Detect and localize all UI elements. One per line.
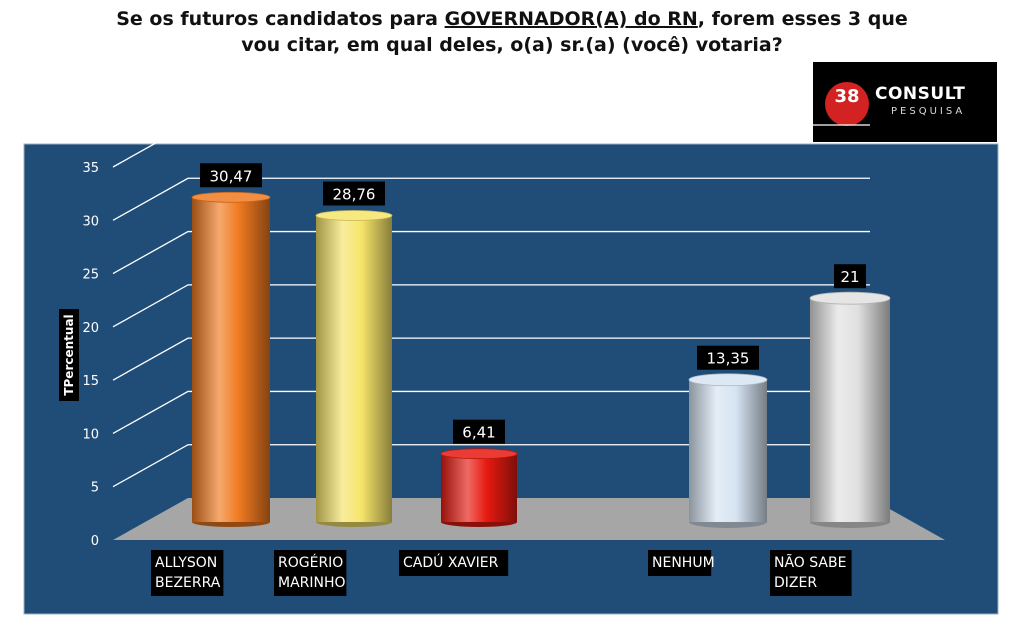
y-tick-label: 20: [82, 321, 99, 336]
data-label: 30,47: [210, 167, 253, 185]
consult-logo: 38 CONSULT PESQUISA: [813, 62, 997, 142]
title-text-after: , forem esses 3 que: [697, 8, 908, 30]
bar-top-cap: [809, 291, 891, 305]
y-tick-label: 10: [82, 427, 99, 442]
title-text-before: Se os futuros candidatos para: [116, 8, 445, 30]
chart-title-line-1: Se os futuros candidatos para GOVERNADOR…: [0, 6, 1024, 32]
bar: [192, 197, 270, 522]
logo-name: CONSULT: [875, 84, 966, 104]
category-label: ALLYSON: [155, 555, 217, 571]
data-label-box: [834, 264, 866, 289]
logo-circle-icon: [825, 82, 869, 126]
y-axis-label-box: [59, 309, 79, 401]
title-underlined-text: GOVERNADOR(A) do RN: [444, 8, 698, 30]
y-tick-label: 0: [91, 534, 99, 549]
data-label-box: [200, 163, 262, 188]
gridline: [112, 124, 870, 168]
data-label: 13,35: [707, 350, 750, 368]
category-label-box: [274, 550, 347, 596]
category-label: ROGÉRIO: [278, 554, 343, 571]
category-label: CADÚ XAVIER: [403, 553, 499, 571]
bar-top-cap: [315, 210, 393, 221]
y-tick-label: 30: [82, 214, 99, 229]
category-label: BEZERRA: [155, 575, 221, 591]
data-label: 6,41: [462, 424, 495, 442]
category-label-box: [770, 550, 852, 596]
logo-number: 38: [834, 86, 860, 107]
y-tick-label: 5: [91, 481, 99, 496]
bar: [441, 453, 517, 522]
data-label-box: [323, 181, 385, 206]
bar-top-cap: [440, 448, 518, 460]
category-label-box: [648, 550, 712, 576]
category-label: DIZER: [774, 575, 817, 591]
y-tick-label: 15: [82, 374, 99, 389]
category-label: MARINHO: [278, 575, 346, 591]
gridline: [112, 284, 870, 328]
data-label-box: [453, 419, 505, 444]
gridline: [112, 337, 870, 381]
category-label: NENHUM: [652, 555, 715, 571]
gridline: [112, 444, 870, 488]
category-label-box: [399, 550, 509, 576]
category-label-box: [151, 550, 224, 596]
bar: [810, 298, 890, 522]
bar: [316, 215, 392, 523]
bar-top-cap: [688, 373, 768, 387]
gridline: [112, 390, 870, 434]
bar-top-cap: [191, 191, 271, 203]
category-label: NÃO SABE: [774, 554, 846, 571]
bar: [689, 379, 767, 522]
gridline: [112, 230, 870, 275]
data-label-box: [697, 345, 759, 370]
y-tick-label: 35: [82, 161, 99, 176]
y-tick-label: 25: [82, 268, 99, 283]
logo-subtitle: PESQUISA: [891, 106, 966, 117]
chart-title-line-2: vou citar, em qual deles, o(a) sr.(a) (v…: [241, 34, 783, 56]
gridline: [112, 177, 870, 221]
y-axis-label: TPercentual: [62, 314, 76, 395]
data-label: 21: [840, 268, 859, 286]
data-label: 28,76: [333, 186, 376, 204]
